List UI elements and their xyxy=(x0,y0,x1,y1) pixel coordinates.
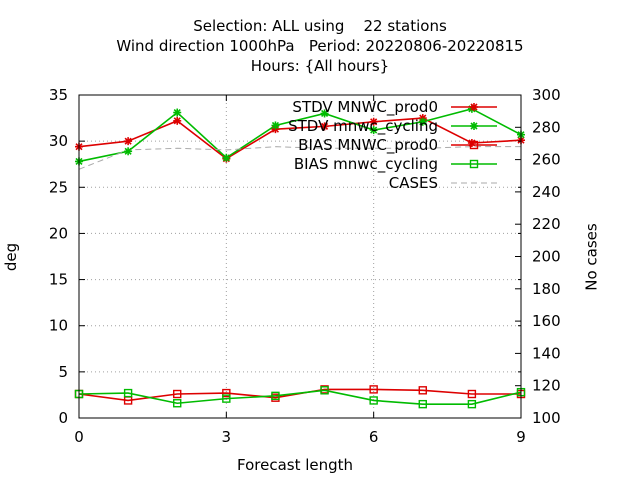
series-3-point xyxy=(173,399,182,408)
chart-title-line-1: Selection: ALL using 22 stations xyxy=(193,17,447,35)
y-tick-label: 0 xyxy=(58,409,68,427)
y2-tick-label: 280 xyxy=(532,118,561,136)
series-line-4 xyxy=(78,146,521,170)
legend-label: STDV mnwc_cycling xyxy=(288,117,438,136)
x-tick-label: 3 xyxy=(222,428,232,446)
series-1-point-d2 xyxy=(370,126,378,134)
legend-label: STDV MNWC_prod0 xyxy=(292,98,438,117)
series-1-point xyxy=(418,117,427,126)
y2-tick-label: 260 xyxy=(532,151,561,169)
chart-title-line-2: Wind direction 1000hPa Period: 20220806-… xyxy=(116,37,524,55)
legend-label: BIAS mnwc_cycling xyxy=(294,155,438,174)
y-tick-label: 5 xyxy=(58,363,68,381)
y2-tick-label: 160 xyxy=(532,312,561,330)
y2-tick-label: 100 xyxy=(532,409,561,427)
legend-marker-d2 xyxy=(470,103,478,111)
series-0-point xyxy=(320,122,329,131)
series-1-point xyxy=(369,126,378,135)
chart-title-line-3: Hours: {All hours} xyxy=(250,57,390,75)
y2-tick-label: 140 xyxy=(532,344,561,362)
y-tick-label: 10 xyxy=(49,317,68,335)
series-0-point-d2 xyxy=(320,122,329,130)
series-2-point xyxy=(418,386,427,395)
series-1-point-d2 xyxy=(320,109,329,118)
x-tick-label: 6 xyxy=(369,428,379,446)
series-3-point xyxy=(271,391,280,401)
y2-tick-label: 180 xyxy=(532,280,561,298)
series-1-point-d2 xyxy=(222,154,230,162)
series-1-point xyxy=(173,108,182,117)
series-0-point xyxy=(369,117,378,126)
series-0-point xyxy=(173,116,182,125)
series-0-point-d2 xyxy=(173,117,181,125)
y2-tick-label: 200 xyxy=(532,248,561,266)
series-0-point xyxy=(124,137,133,146)
y2-tick-label: 120 xyxy=(532,377,561,395)
series-2-point xyxy=(222,388,231,398)
y-tick-label: 30 xyxy=(49,132,68,150)
x-axis-title: Forecast length xyxy=(237,456,354,474)
legend-marker xyxy=(470,103,478,111)
y-tick-label: 15 xyxy=(49,271,68,289)
series-3-point xyxy=(222,394,231,403)
y2-axis-title: No cases xyxy=(582,223,601,291)
y-tick-label: 35 xyxy=(49,86,68,104)
legend-label: CASES xyxy=(389,174,438,192)
series-1-point-d2 xyxy=(419,118,427,126)
y2-tick-label: 220 xyxy=(532,215,561,233)
x-tick-label: 9 xyxy=(516,428,526,446)
series-2-point xyxy=(369,385,378,394)
series-1-point-d2 xyxy=(173,108,181,117)
series-0-point-d2 xyxy=(370,118,378,126)
legend-marker xyxy=(469,159,479,169)
series-1-point xyxy=(320,109,329,118)
y-tick-label: 20 xyxy=(49,224,68,242)
series-3-point xyxy=(369,396,378,405)
series-2-point xyxy=(467,389,477,399)
y2-tick-label: 240 xyxy=(532,183,561,201)
y2-tick-label: 300 xyxy=(532,86,561,104)
series-line-2 xyxy=(78,388,521,402)
series-3-point xyxy=(320,386,329,395)
x-tick-label: 0 xyxy=(74,428,84,446)
legend-label: BIAS MNWC_prod0 xyxy=(298,136,438,155)
series-line-1 xyxy=(78,107,522,163)
legend-marker xyxy=(469,140,479,150)
series-3-point xyxy=(123,388,133,398)
series-2-point xyxy=(173,389,182,399)
series-0-point-d2 xyxy=(124,137,132,145)
series-1-point xyxy=(222,153,231,162)
legend-marker-d2 xyxy=(470,122,478,130)
series-1-point-d2 xyxy=(124,147,132,155)
y-tick-label: 25 xyxy=(49,178,68,196)
series-line-3 xyxy=(78,389,522,405)
series-1-point-d2 xyxy=(271,121,280,130)
series-1-point xyxy=(124,147,133,156)
y-axis-title: deg xyxy=(2,242,21,272)
series-1-point xyxy=(271,121,280,130)
series-3-point xyxy=(467,399,477,409)
series-3-point xyxy=(418,399,427,409)
legend-marker xyxy=(470,122,478,130)
